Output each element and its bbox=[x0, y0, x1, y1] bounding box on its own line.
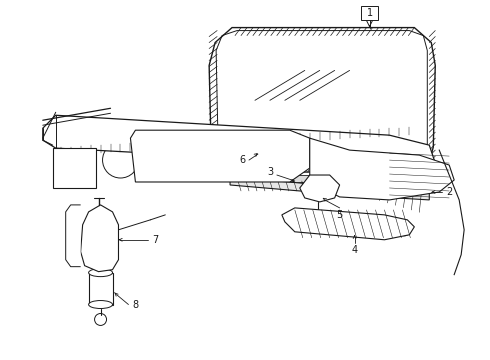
Polygon shape bbox=[66, 205, 81, 267]
Text: 7: 7 bbox=[152, 235, 158, 245]
Ellipse shape bbox=[89, 269, 113, 276]
Circle shape bbox=[398, 224, 410, 236]
Polygon shape bbox=[230, 177, 335, 194]
Ellipse shape bbox=[89, 301, 113, 309]
Polygon shape bbox=[230, 175, 415, 182]
Text: 2: 2 bbox=[446, 187, 452, 197]
Text: 5: 5 bbox=[337, 210, 343, 220]
Polygon shape bbox=[81, 205, 119, 272]
Text: 3: 3 bbox=[267, 167, 273, 177]
Polygon shape bbox=[130, 130, 310, 182]
Ellipse shape bbox=[190, 139, 250, 174]
Circle shape bbox=[310, 180, 326, 196]
Polygon shape bbox=[310, 138, 454, 200]
Bar bbox=[89, 273, 113, 305]
Polygon shape bbox=[282, 208, 415, 240]
Polygon shape bbox=[43, 115, 434, 168]
Polygon shape bbox=[53, 148, 96, 188]
Text: 8: 8 bbox=[132, 300, 139, 310]
Circle shape bbox=[289, 214, 301, 226]
Text: 4: 4 bbox=[351, 245, 358, 255]
Polygon shape bbox=[300, 175, 340, 202]
Polygon shape bbox=[330, 186, 429, 200]
Circle shape bbox=[102, 142, 138, 178]
Polygon shape bbox=[209, 28, 435, 172]
Text: 6: 6 bbox=[239, 155, 245, 165]
Text: 1: 1 bbox=[367, 8, 372, 18]
FancyBboxPatch shape bbox=[361, 6, 378, 20]
Circle shape bbox=[95, 314, 106, 325]
